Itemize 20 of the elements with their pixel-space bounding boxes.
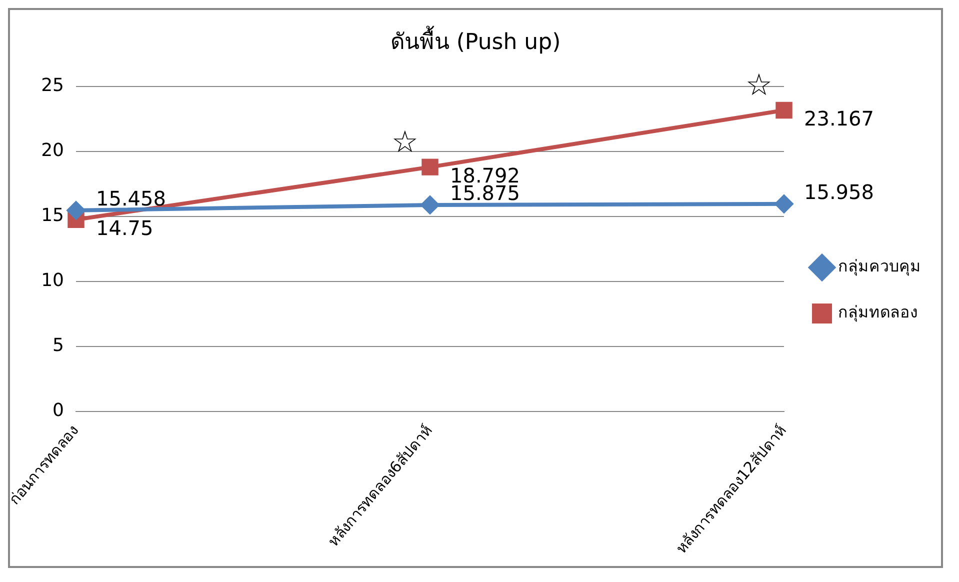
data-label: 23.167 (804, 106, 874, 130)
y-tick-label: 15 (41, 205, 64, 226)
y-tick-label: 20 (41, 140, 64, 162)
point (775, 194, 793, 213)
point (420, 196, 439, 214)
point (66, 201, 85, 220)
data-label: 15.958 (804, 180, 874, 204)
y-tick-label: 10 (41, 270, 64, 291)
annotation: ☆ (392, 124, 418, 160)
point (422, 158, 438, 176)
chart-title: ดันพื้น (Push up) (390, 26, 561, 55)
annotation: ☆ (746, 68, 772, 104)
data-label: 15.458 (96, 186, 166, 211)
legend-label: กลุ่มควบคุม (838, 256, 921, 277)
data-label: 14.75 (96, 216, 154, 240)
y-tick-label: 25 (41, 75, 64, 96)
y-tick-label: 5 (52, 334, 64, 356)
legend-label: กลุ่มทดลอง (838, 302, 918, 323)
point (776, 102, 792, 119)
y-tick-label: 0 (52, 400, 64, 421)
